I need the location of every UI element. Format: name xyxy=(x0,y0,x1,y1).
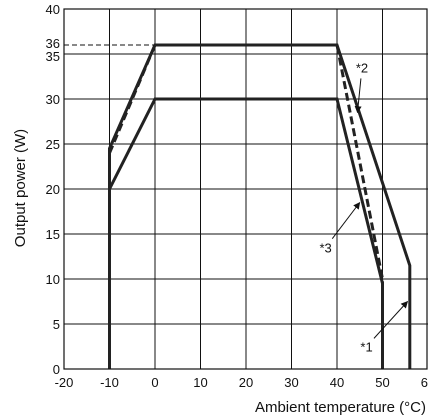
x-tick-label: -10 xyxy=(100,375,119,390)
x-tick-label: 10 xyxy=(193,375,207,390)
plot-border xyxy=(63,8,428,370)
x-tick-label: 50 xyxy=(375,375,389,390)
y-tick-label: 0 xyxy=(53,362,60,377)
annotation-label: *1 xyxy=(360,340,372,355)
series-line-3 xyxy=(108,43,412,369)
annotation-arrow xyxy=(373,300,408,339)
x-tick-label: -20 xyxy=(55,375,74,390)
x-axis-title: Ambient temperature (°C) xyxy=(255,399,426,416)
annotation-label: *2 xyxy=(356,61,368,76)
y-tick-label: 25 xyxy=(46,137,60,152)
x-tick-label: 30 xyxy=(284,375,298,390)
series-lines xyxy=(108,43,412,369)
y-tick-label: 10 xyxy=(46,272,60,287)
annotations: *1 *2 *3 xyxy=(319,61,408,355)
annotation-arrow xyxy=(331,201,361,240)
y-tick-label: 30 xyxy=(46,92,60,107)
x-tick-label: 60 xyxy=(421,375,428,390)
grid xyxy=(64,9,428,369)
x-tick-label: 40 xyxy=(330,375,344,390)
y-tick-label: 36 xyxy=(46,36,60,51)
x-tick-label: 0 xyxy=(151,375,158,390)
y-tick-label: 5 xyxy=(53,317,60,332)
y-tick-label: 40 xyxy=(46,2,60,17)
y-axis-title: Output power (W) xyxy=(12,129,29,247)
annotation-arrow xyxy=(354,78,362,114)
x-tick-label: 20 xyxy=(239,375,253,390)
annotation-label: *3 xyxy=(319,241,331,256)
plot-frame xyxy=(63,8,428,370)
y-tick-label: 20 xyxy=(46,182,60,197)
y-tick-label: 15 xyxy=(46,227,60,242)
y-tick-label: 35 xyxy=(46,49,60,64)
